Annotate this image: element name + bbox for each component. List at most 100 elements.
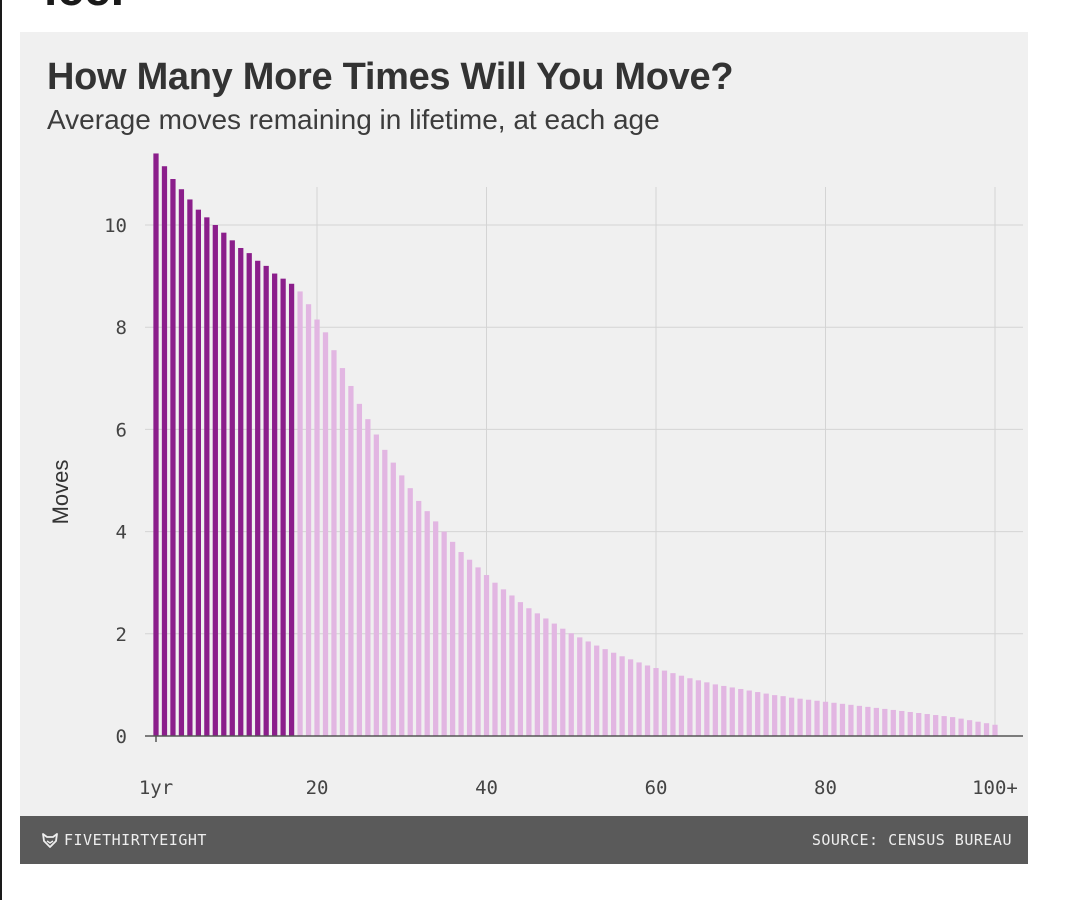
bar-highlight (288, 283, 295, 736)
bar-highlight (263, 265, 269, 736)
bar (856, 705, 863, 736)
bar-highlight (187, 199, 193, 736)
bar-highlight (238, 247, 244, 736)
bar (763, 693, 769, 736)
bar (780, 696, 786, 736)
bar (449, 541, 456, 736)
y-tick-label: 4 (116, 522, 127, 544)
x-tick-label: 20 (306, 777, 329, 799)
bar-highlight (170, 179, 176, 736)
bar (517, 602, 524, 736)
bar (814, 700, 820, 736)
bar (678, 675, 685, 736)
bar (339, 368, 346, 736)
bar (577, 637, 583, 736)
bar (297, 291, 303, 736)
bar (433, 521, 439, 736)
bar-highlight (161, 166, 168, 737)
bar (483, 575, 490, 736)
bar (390, 462, 396, 736)
bar (983, 723, 990, 736)
bar (441, 531, 447, 736)
y-tick-label: 10 (104, 215, 127, 237)
bar (721, 685, 727, 736)
bar (788, 697, 795, 736)
bar (636, 662, 642, 736)
bar (848, 704, 854, 736)
x-tick-label: 60 (645, 777, 668, 799)
x-tick-label: 1yr (139, 777, 173, 799)
bar (831, 702, 837, 736)
bar (890, 709, 896, 736)
bar (305, 304, 312, 736)
bar (772, 695, 778, 736)
bar (475, 567, 481, 736)
bar-highlight (195, 209, 202, 737)
bar (797, 698, 803, 736)
bar (924, 714, 930, 736)
bar (365, 419, 371, 736)
brand: FIVETHIRTYEIGHT (42, 831, 207, 849)
bar (746, 690, 752, 736)
y-tick-label: 0 (116, 726, 127, 748)
bar-chart: 0 2 4 6 8 10 1yr 20 40 60 80 100+ Moves (48, 153, 1023, 799)
bar (611, 652, 617, 736)
bar (551, 623, 557, 736)
bar-highlight (221, 232, 227, 737)
chart-footer: FIVETHIRTYEIGHT SOURCE: CENSUS BUREAU (20, 816, 1028, 864)
brand-name: FIVETHIRTYEIGHT (64, 831, 207, 849)
chart-title: How Many More Times Will You Move? (47, 56, 734, 98)
bar (526, 608, 532, 736)
chart-card: How Many More Times Will You Move? Avera… (20, 32, 1028, 864)
bar (738, 688, 744, 736)
bar (916, 713, 922, 736)
bar (594, 645, 600, 736)
bar (670, 673, 676, 736)
bar (619, 656, 625, 736)
y-tick-label: 6 (116, 419, 127, 441)
bar (492, 582, 498, 736)
bar (424, 511, 430, 736)
bar (992, 724, 998, 736)
bar-highlight (246, 253, 252, 737)
bar-highlight (280, 278, 286, 736)
bar (687, 678, 693, 736)
left-border-rule (0, 0, 2, 900)
bar-highlight (212, 225, 218, 736)
bar (399, 475, 405, 736)
bar (534, 613, 540, 736)
bar (661, 670, 668, 736)
bar (644, 665, 651, 736)
bar (373, 434, 379, 736)
bar (560, 628, 566, 736)
bar (331, 350, 337, 736)
x-tick-label: 80 (814, 777, 837, 799)
bar-highlight (153, 153, 159, 737)
bar (933, 715, 939, 736)
bar (543, 618, 549, 736)
bar-highlight (229, 240, 235, 736)
bar (322, 332, 329, 736)
bar (899, 710, 905, 736)
bar (627, 659, 634, 736)
bar (695, 680, 702, 736)
bar-highlight (272, 273, 278, 736)
y-axis-title: Moves (48, 460, 73, 525)
bar (585, 641, 591, 736)
bar (941, 716, 947, 736)
bar (416, 500, 422, 736)
bar (949, 717, 956, 736)
bar (958, 718, 964, 736)
bar (407, 488, 413, 736)
bar (882, 708, 888, 736)
bar-highlight (178, 189, 185, 737)
bar (839, 703, 846, 736)
bar (975, 721, 981, 736)
bar (382, 449, 388, 736)
bar (822, 701, 829, 736)
bar (704, 682, 710, 736)
bar (873, 707, 879, 736)
bar (865, 706, 871, 736)
x-tick-label: 40 (475, 777, 498, 799)
bar (602, 649, 608, 736)
